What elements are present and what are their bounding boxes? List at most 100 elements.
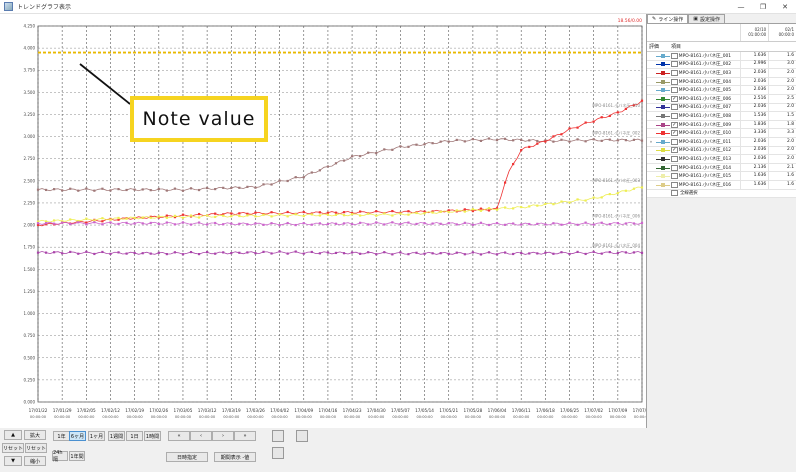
line-value-2: 3.0	[768, 60, 796, 69]
series-point	[117, 222, 120, 226]
select-all-checkbox[interactable]	[671, 190, 678, 197]
line-row[interactable]: ✓ MPO-8161.小バネ圧_012 2.036 2.0	[647, 146, 796, 156]
x-tick-date: 17/05/07	[391, 408, 410, 413]
series-point	[487, 223, 491, 227]
line-row[interactable]: MPO-8161.小バネ圧_008 1.536 1.5	[647, 111, 796, 121]
line-row[interactable]: ✓ MPO-8161.小バネ圧_010 3.336 3.3	[647, 129, 796, 138]
series-point	[77, 219, 80, 223]
line-row[interactable]: MPO-8161.小バネ圧_015 1.636 1.6	[647, 172, 796, 181]
minimize-button[interactable]: —	[737, 3, 745, 11]
series-point	[576, 223, 579, 226]
line-value-2: 2.0	[768, 68, 796, 77]
line-row[interactable]: MPO-8161.小バネ圧_007 2.036 2.0	[647, 103, 796, 113]
line-visible-checkbox[interactable]	[670, 164, 678, 171]
line-visible-checkbox[interactable]	[670, 87, 678, 94]
range-button[interactable]: 1時間	[144, 431, 161, 441]
mode-1year-button[interactable]: 1年間	[69, 451, 85, 461]
line-marker-icon	[655, 172, 671, 180]
memo-icon-button[interactable]	[272, 447, 284, 459]
save-icon-button[interactable]	[272, 430, 284, 442]
select-all-row[interactable]: 全線選択	[647, 190, 796, 199]
range-button[interactable]: 1週間	[108, 431, 125, 441]
line-visible-checkbox[interactable]	[670, 173, 678, 180]
range-button[interactable]: 1ヶ月	[88, 431, 105, 441]
range-button[interactable]: 1年	[53, 431, 70, 441]
line-row[interactable]: ✓ MPO-8161.小バネ圧_006 2.516 2.5	[647, 94, 796, 104]
series-point	[334, 211, 338, 214]
range-button[interactable]: 1日	[126, 431, 143, 441]
line-visible-checkbox[interactable]: ✓	[670, 95, 678, 102]
nav-next-button[interactable]: ›	[212, 431, 234, 441]
line-visible-checkbox[interactable]	[670, 78, 678, 85]
range-button[interactable]: 6ヶ月	[69, 431, 86, 441]
nav-last-button[interactable]: »	[234, 431, 256, 441]
line-row[interactable]: MPO-8161.小バネ圧_005 2.036 2.0	[647, 86, 796, 95]
up-button[interactable]: ▲	[4, 430, 22, 440]
line-visible-checkbox[interactable]	[670, 61, 678, 68]
series-point	[238, 214, 241, 218]
line-visible-checkbox[interactable]	[670, 155, 678, 162]
series-point	[173, 251, 177, 254]
series-point	[141, 188, 144, 191]
mode-24h-button[interactable]: 24h隔	[52, 450, 68, 463]
line-visible-checkbox[interactable]: ✓	[670, 130, 678, 137]
series-point	[512, 252, 515, 256]
nav-first-button[interactable]: «	[168, 431, 190, 441]
series-point	[423, 143, 426, 146]
expand-button[interactable]: 拡大	[24, 430, 46, 440]
row-selector[interactable]: »	[649, 139, 653, 145]
nav-prev-button[interactable]: ‹	[190, 431, 212, 441]
line-visible-checkbox[interactable]	[670, 104, 678, 111]
trend-chart[interactable]: 4.250 4.000 3.750 3.500 3.250 3.000 2.750 2.500…	[0, 14, 652, 428]
line-visible-checkbox[interactable]	[670, 181, 678, 188]
series-point	[165, 221, 168, 224]
down-button[interactable]: ▼	[4, 456, 22, 466]
line-visible-checkbox[interactable]: ✓	[670, 147, 678, 154]
edit-icon-button[interactable]	[296, 430, 308, 442]
trend-chart-area[interactable]: 4.250 4.000 3.750 3.500 3.250 3.000 2.750 2.500…	[0, 14, 652, 428]
line-visible-checkbox[interactable]	[670, 52, 678, 59]
close-button[interactable]: ✕	[782, 3, 788, 11]
series-point	[415, 143, 418, 146]
series-point	[294, 250, 297, 253]
date-set-button[interactable]: 日時指定	[166, 452, 208, 462]
line-row[interactable]: MPO-8161.小バネ圧_004 2.036 2.0	[647, 77, 796, 87]
reset-left-button[interactable]: リセット	[2, 443, 24, 453]
line-row[interactable]: MPO-8161.小バネ圧_013 2.036 2.0	[647, 154, 796, 164]
line-row[interactable]: MPO-8161.小バネ圧_002 2.996 3.0	[647, 60, 796, 70]
series-point	[189, 250, 193, 254]
series-point	[455, 251, 458, 254]
series-point	[197, 252, 201, 256]
series-point	[109, 221, 112, 224]
line-visible-checkbox[interactable]: ✓	[670, 121, 678, 128]
series-point	[616, 251, 619, 255]
series-end-label: MPO-8161.小バネ圧_003	[592, 177, 640, 183]
reset-right-button[interactable]: リセット	[25, 443, 47, 453]
tab-settings-ops[interactable]: ▣ 設定操作	[688, 14, 725, 23]
series-point	[85, 217, 88, 220]
series-point	[318, 214, 321, 217]
line-visible-checkbox[interactable]	[670, 112, 678, 119]
series-point	[181, 213, 185, 216]
series-point	[391, 253, 394, 256]
shrink-button[interactable]: 縮小	[24, 456, 46, 466]
series-point	[463, 210, 466, 213]
line-row[interactable]: » MPO-8161.小バネ圧_011 2.036 2.0	[647, 137, 796, 147]
line-row[interactable]: MPO-8161.小バネ圧_016 1.636 1.6	[647, 180, 796, 190]
maximize-button[interactable]: ❐	[759, 3, 767, 11]
series-point	[359, 252, 362, 255]
series-point	[528, 205, 531, 208]
line-visible-checkbox[interactable]	[670, 138, 678, 145]
series-point	[326, 222, 330, 226]
line-value-2: 2.0	[768, 103, 796, 112]
series-point	[415, 222, 418, 226]
tab-line-ops[interactable]: ✎ ライン操作	[647, 14, 689, 23]
line-visible-checkbox[interactable]	[670, 69, 678, 76]
period-button[interactable]: 期間表示 -値	[214, 452, 256, 462]
series-point	[560, 251, 563, 254]
line-row[interactable]: ✓ MPO-8161.小バネ圧_009 1.836 1.8	[647, 120, 796, 130]
line-row[interactable]: MPO-8161.小バネ圧_014 2.136 2.1	[647, 163, 796, 173]
line-row[interactable]: MPO-8161.小バネ圧_003 2.036 2.0	[647, 68, 796, 78]
line-value-1: 2.036	[740, 146, 768, 155]
line-row[interactable]: MPO-8161.小バネ圧_001 1.636 1.6	[647, 51, 796, 61]
